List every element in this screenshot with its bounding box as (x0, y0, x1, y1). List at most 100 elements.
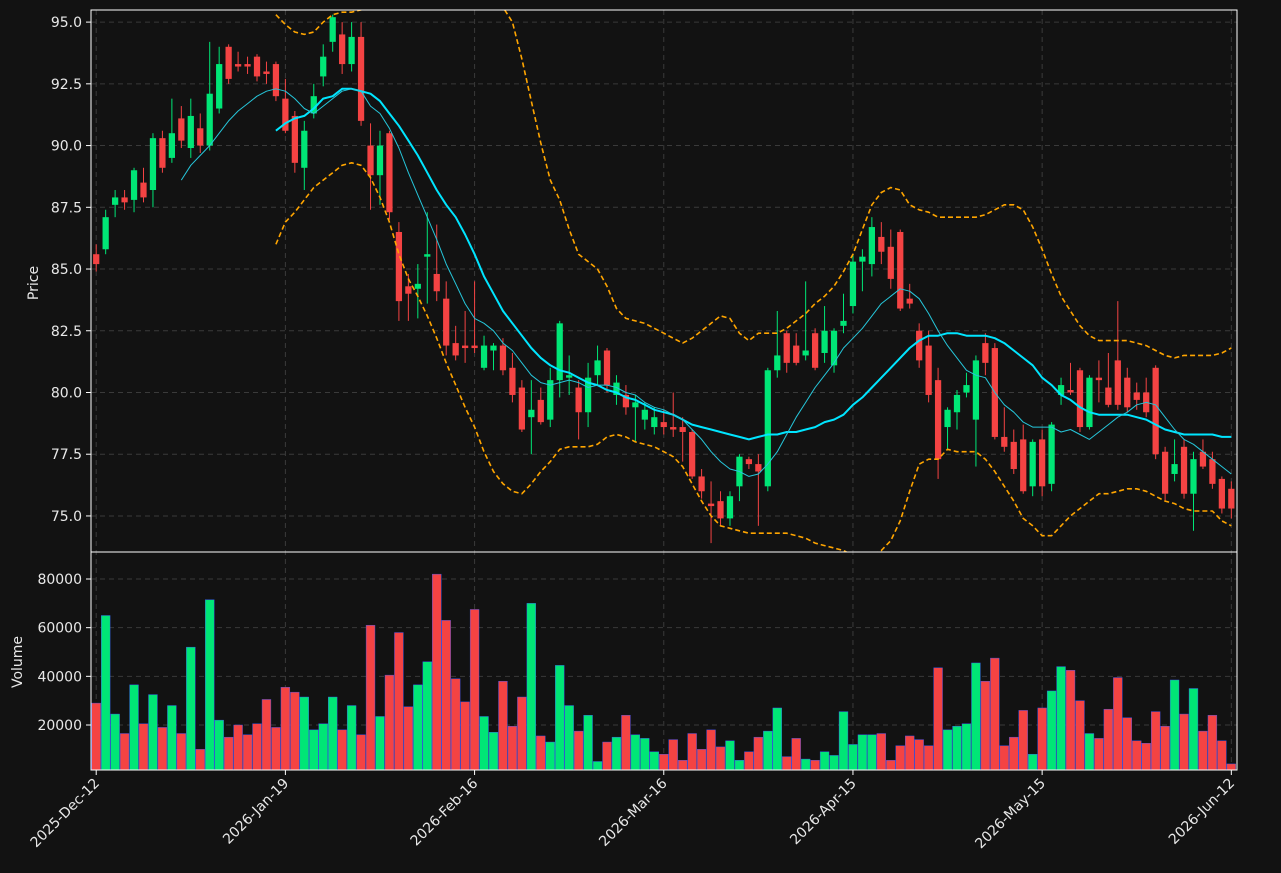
volume-bar (1160, 726, 1170, 771)
volume-bar (280, 687, 291, 771)
volume-bar (640, 738, 650, 771)
candle-body (774, 355, 781, 371)
volume-bar (630, 734, 641, 771)
candle-body (811, 333, 819, 368)
volume-bar (857, 734, 868, 771)
volume-bar (479, 716, 489, 771)
candle-body (1161, 451, 1169, 494)
candle-body (622, 394, 630, 408)
y-tick-label: 95.0 (51, 15, 82, 31)
candle-body (111, 197, 119, 205)
candle-body (130, 170, 138, 200)
volume-bar (725, 740, 735, 771)
candle-body (216, 64, 223, 109)
candle-body (868, 227, 875, 265)
candle-body (348, 36, 355, 65)
candle-body (168, 133, 175, 158)
volume-bar (545, 741, 555, 771)
volume-bar (233, 724, 243, 771)
candle-body (320, 56, 327, 77)
candle-body (178, 118, 185, 141)
volume-bar (838, 711, 849, 771)
candle-body (1095, 377, 1103, 381)
volume-bar (167, 705, 177, 771)
volume-bars (91, 573, 1236, 771)
candle-body (679, 427, 686, 432)
volume-bar (1056, 666, 1066, 771)
candle-body (1076, 370, 1084, 428)
volume-bar (441, 620, 451, 771)
volume-bar (782, 756, 792, 771)
candle-body (934, 380, 942, 460)
candle-body (1209, 459, 1216, 484)
volume-bar (186, 646, 196, 771)
candle-body (509, 367, 516, 395)
candle-body (613, 382, 620, 395)
candle-body (471, 345, 478, 349)
candle-body (660, 422, 667, 428)
candle-body (1067, 390, 1074, 393)
volume-bar (261, 699, 272, 771)
volume-tick-label: 60000 (37, 621, 82, 637)
volume-bar (1046, 690, 1057, 771)
overlay-line (275, 10, 1232, 359)
volume-bar (346, 705, 357, 771)
volume-bar (1217, 740, 1227, 771)
volume-bar (706, 729, 716, 771)
candle-body (272, 64, 280, 97)
y-tick-label: 85.0 (51, 262, 82, 278)
y-tick-label: 82.5 (51, 324, 82, 340)
volume-bar (999, 745, 1009, 771)
y-tick-label: 80.0 (51, 385, 82, 401)
candle-body (1133, 392, 1140, 400)
volume-bar (990, 657, 1000, 771)
volume-bar (91, 702, 101, 771)
volume-bar (772, 707, 782, 771)
volume-bar (1065, 670, 1076, 771)
candle-body (1152, 367, 1159, 455)
volume-bar (734, 760, 745, 771)
candle-body (802, 350, 809, 356)
candle-body (225, 46, 232, 79)
volume-bar (905, 735, 915, 771)
volume-bar (1075, 700, 1085, 771)
candle-body (1086, 377, 1093, 428)
volume-bar (1132, 740, 1142, 771)
candle-body (263, 71, 270, 74)
volume-bar (1028, 753, 1038, 771)
volume-bar (176, 733, 186, 771)
candle-body (253, 56, 261, 77)
candle-body (783, 333, 790, 363)
volume-bar (318, 723, 328, 771)
volume-bar (328, 696, 338, 771)
volume-bar (555, 665, 565, 771)
candle-body (499, 345, 507, 371)
volume-bar (526, 603, 536, 771)
candle-body (291, 115, 298, 163)
candle-body (925, 345, 932, 395)
candle-body (490, 345, 497, 351)
y-tick-label: 92.5 (51, 77, 82, 93)
candle-body (1010, 441, 1017, 470)
volume-bar (819, 751, 830, 771)
candle-body (452, 343, 459, 356)
volume-bar (451, 678, 461, 771)
volume-bar (110, 713, 120, 771)
candle-body (707, 503, 715, 507)
volume-bar (205, 599, 215, 771)
candle-body (1020, 439, 1027, 492)
volume-bar (668, 739, 678, 771)
candle-body (755, 464, 762, 472)
volume-bar (1018, 710, 1028, 771)
candle-body (310, 96, 317, 114)
volume-bar (1141, 743, 1151, 771)
candle-body (670, 427, 677, 430)
y-tick-label: 90.0 (51, 139, 82, 155)
candle-body (916, 330, 923, 361)
candle-body (1039, 439, 1046, 487)
candle-body (632, 402, 639, 408)
y-tick-label: 87.5 (51, 200, 82, 216)
y-tick-label: 75.0 (51, 509, 82, 525)
candle-body (1114, 360, 1121, 405)
